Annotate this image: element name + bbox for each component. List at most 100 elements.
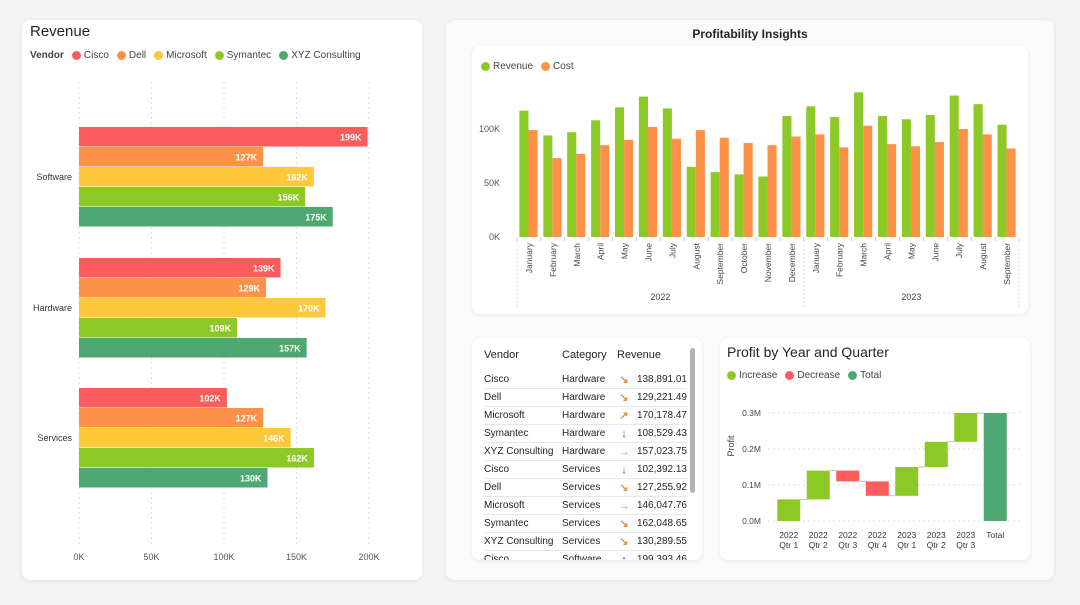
- x-tick-label: March: [572, 243, 582, 267]
- cost-bar: [934, 141, 944, 237]
- cell-category: Hardware: [562, 442, 617, 461]
- x-tick-label: Total: [986, 530, 1004, 540]
- cell-category: Services: [562, 532, 617, 551]
- increase-bar: [924, 441, 948, 467]
- cell-vendor: XYZ Consulting: [484, 532, 562, 551]
- legend-item-dell[interactable]: Dell: [116, 50, 146, 61]
- revenue-bar: [615, 107, 625, 238]
- revenue-bar: [567, 132, 577, 237]
- legend-item-cisco[interactable]: Cisco: [71, 50, 109, 61]
- profitability-chart: 0K 50K 100K January February March April May Jun…: [479, 92, 1020, 308]
- table-row[interactable]: Cisco Services ↓ 102,392.13: [484, 460, 687, 479]
- legend-item-total[interactable]: Total: [848, 370, 881, 381]
- table-row[interactable]: XYZ Consulting Hardware → 157,023.75: [484, 442, 687, 461]
- cost-bar: [815, 134, 825, 237]
- revenue-card: Revenue Vendor Cisco Dell Microsoft Syma…: [22, 20, 422, 580]
- x-tick-label: 0K: [73, 552, 84, 562]
- table-row[interactable]: Symantec Services ↘ 162,048.65: [484, 514, 687, 533]
- cell-vendor: Microsoft: [484, 496, 562, 515]
- profitability-legend: Revenue Cost: [481, 61, 582, 72]
- x-tick-label: 2022: [838, 530, 857, 540]
- revenue-legend: Vendor Cisco Dell Microsoft Symantec XYZ…: [30, 50, 369, 61]
- data-label: 175K: [305, 212, 327, 222]
- decrease-bar: [836, 470, 860, 482]
- revenue-title: Revenue: [30, 23, 91, 40]
- legend-dot: [71, 51, 81, 60]
- table-row[interactable]: Microsoft Hardware ↗ 170,178.47: [484, 406, 687, 425]
- cost-bar: [887, 144, 897, 237]
- y-axis-title: Profit: [726, 435, 736, 457]
- table-row[interactable]: Symantec Hardware ↓ 108,529.43: [484, 424, 687, 443]
- data-label: 156K: [278, 192, 300, 202]
- column-header-category[interactable]: Category: [562, 349, 607, 361]
- category-label: Hardware: [33, 303, 72, 313]
- x-tick-label: 100K: [213, 552, 234, 562]
- cell-revenue: 157,023.75: [633, 442, 687, 461]
- legend-item-cost[interactable]: Cost: [541, 61, 574, 72]
- revenue-legend-label: Vendor: [30, 50, 64, 61]
- cell-category: Hardware: [562, 406, 617, 425]
- bar: [79, 298, 326, 318]
- x-tick-label: June: [930, 243, 940, 262]
- table-row[interactable]: Dell Services ↘ 127,255.92: [484, 478, 687, 497]
- legend-item-symantec[interactable]: Symantec: [214, 50, 271, 61]
- cell-revenue: 162,048.65: [633, 514, 687, 533]
- trend-arrow-icon: ↘: [617, 371, 633, 389]
- table-row[interactable]: XYZ Consulting Services ↘ 130,289.55: [484, 532, 687, 551]
- bar: [79, 468, 268, 488]
- legend-item-increase[interactable]: Increase: [727, 370, 777, 381]
- y-tick-label: 50K: [484, 178, 500, 188]
- column-header-revenue[interactable]: Revenue: [617, 349, 662, 361]
- cell-vendor: Dell: [484, 388, 562, 407]
- revenue-bar: [830, 117, 840, 237]
- revenue-bar: [543, 135, 553, 237]
- y-tick-label: 0K: [489, 232, 500, 242]
- bar: [79, 408, 264, 428]
- column-header-vendor[interactable]: Vendor: [484, 349, 519, 361]
- legend-dot: [541, 62, 551, 71]
- x-tick-label: August: [691, 242, 701, 269]
- revenue-bar: [782, 116, 792, 237]
- data-label: 139K: [253, 263, 275, 273]
- x-tick-label: January: [811, 242, 821, 273]
- legend-item-decrease[interactable]: Decrease: [785, 370, 840, 381]
- cost-bar: [671, 138, 681, 237]
- cell-category: Software: [562, 550, 617, 560]
- legend-dot: [214, 51, 224, 60]
- cell-revenue: 108,529.43: [633, 424, 687, 443]
- revenue-bar: [662, 108, 672, 237]
- table-header-row: Vendor Category Revenue: [484, 349, 687, 371]
- data-label: 162K: [286, 453, 308, 463]
- x-tick-label: January: [524, 242, 534, 273]
- cell-vendor: Microsoft: [484, 406, 562, 425]
- bar: [79, 187, 306, 207]
- legend-item-microsoft[interactable]: Microsoft: [154, 50, 207, 61]
- x-tick-label: Qtr 3: [838, 540, 857, 550]
- table-row[interactable]: Cisco Software ↑ 199,393.46: [484, 550, 687, 560]
- data-label: 162K: [286, 172, 308, 182]
- x-tick-label: March: [859, 243, 869, 267]
- x-tick-label: 50K: [143, 552, 159, 562]
- cost-bar: [600, 145, 610, 237]
- data-label: 170K: [298, 303, 320, 313]
- cost-bar: [528, 130, 538, 237]
- table-row[interactable]: Cisco Hardware ↘ 138,891.01: [484, 371, 687, 389]
- category-label: Software: [36, 172, 72, 182]
- table-row[interactable]: Microsoft Services → 146,047.76: [484, 496, 687, 515]
- legend-dot: [785, 371, 795, 380]
- table-scrollbar[interactable]: [690, 348, 695, 493]
- legend-item-revenue[interactable]: Revenue: [481, 61, 533, 72]
- table-row[interactable]: Dell Hardware ↘ 129,221.49: [484, 388, 687, 407]
- legend-item-xyz-consulting[interactable]: XYZ Consulting: [279, 50, 361, 61]
- x-tick-label: May: [620, 242, 630, 259]
- bar: [79, 207, 333, 227]
- total-bar: [983, 413, 1007, 521]
- data-label: 127K: [236, 152, 258, 162]
- legend-dot: [279, 51, 289, 60]
- increase-bar: [895, 467, 919, 496]
- cell-vendor: XYZ Consulting: [484, 442, 562, 461]
- revenue-bar: [877, 116, 888, 237]
- cell-revenue: 170,178.47: [633, 406, 687, 425]
- data-label: 130K: [240, 473, 262, 483]
